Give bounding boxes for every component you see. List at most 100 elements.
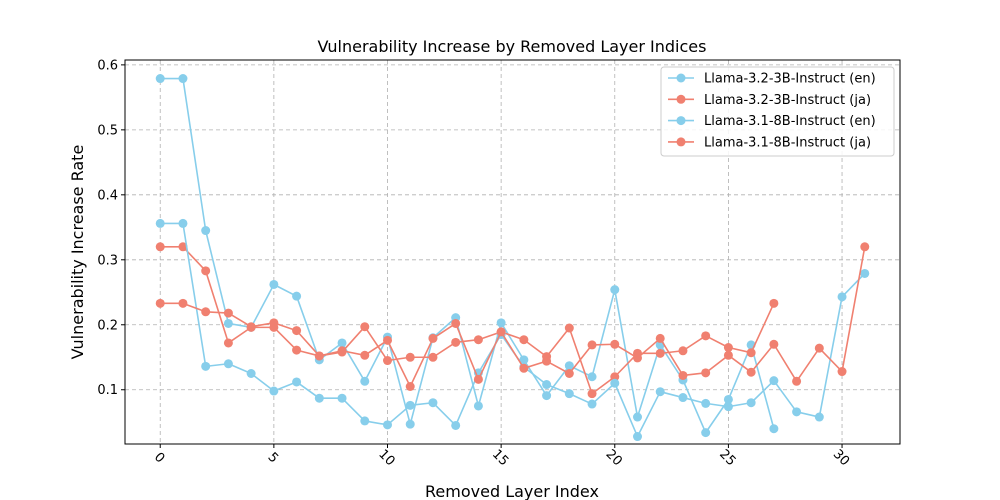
x-axis-label: Removed Layer Index — [425, 482, 599, 500]
data-point — [769, 339, 779, 349]
data-point — [769, 376, 779, 386]
data-point — [178, 74, 188, 84]
data-point — [269, 318, 279, 328]
data-point — [473, 374, 483, 384]
data-point — [587, 389, 597, 399]
data-point — [269, 279, 279, 289]
data-point — [655, 348, 665, 358]
data-point — [701, 398, 711, 408]
data-point — [587, 340, 597, 350]
data-point — [292, 326, 302, 336]
legend-label: Llama-3.1-8B-Instruct (ja) — [704, 135, 871, 150]
data-point — [473, 335, 483, 345]
legend-label: Llama-3.1-8B-Instruct (en) — [704, 114, 876, 129]
data-point — [383, 420, 392, 430]
data-point — [428, 352, 438, 362]
data-point — [701, 368, 711, 378]
data-point — [383, 335, 392, 345]
data-point — [223, 359, 233, 369]
data-point — [292, 291, 302, 301]
data-point — [610, 372, 620, 382]
data-point — [723, 343, 733, 353]
data-point — [837, 367, 847, 377]
data-point — [269, 386, 279, 396]
data-point — [723, 350, 733, 360]
data-point — [337, 393, 347, 403]
data-point — [678, 370, 688, 380]
data-point — [178, 242, 188, 252]
data-point — [587, 399, 597, 409]
y-tick-label: 0.6 — [97, 58, 118, 73]
data-point — [405, 419, 415, 429]
data-point — [155, 242, 165, 252]
data-point — [860, 268, 870, 278]
data-point — [360, 416, 370, 426]
data-point — [337, 338, 347, 348]
data-point — [155, 218, 165, 228]
data-point — [201, 266, 211, 276]
data-point — [519, 355, 529, 365]
series-line — [160, 77, 775, 434]
data-point — [178, 218, 188, 228]
data-point — [201, 361, 211, 371]
data-point — [814, 343, 824, 353]
data-point — [405, 400, 415, 410]
legend-marker — [676, 137, 686, 147]
data-point — [746, 398, 756, 408]
legend-marker — [676, 73, 686, 83]
data-point — [633, 412, 642, 422]
data-point — [564, 323, 574, 333]
y-axis-label: Vulnerability Increase Rate — [68, 145, 87, 360]
data-point — [246, 322, 256, 332]
data-point — [223, 318, 233, 328]
data-point — [223, 308, 233, 318]
data-point — [155, 74, 165, 84]
data-point — [814, 412, 824, 422]
data-point — [678, 346, 688, 356]
data-point — [564, 361, 574, 371]
data-point — [473, 401, 483, 411]
data-point — [655, 387, 665, 397]
data-point — [405, 381, 415, 391]
data-point — [746, 348, 756, 358]
legend-label: Llama-3.2-3B-Instruct (en) — [704, 72, 876, 87]
data-point — [155, 298, 165, 308]
data-point — [723, 394, 733, 404]
data-point — [519, 363, 529, 373]
data-point — [837, 292, 847, 302]
data-point — [610, 378, 620, 388]
data-point — [610, 285, 620, 295]
data-point — [610, 339, 620, 349]
plot-frame — [124, 59, 901, 445]
data-point — [723, 402, 733, 412]
data-point — [655, 333, 665, 343]
data-point — [405, 352, 415, 362]
data-point — [564, 369, 574, 379]
y-tick-label: 0.4 — [97, 188, 118, 203]
data-point — [178, 298, 188, 308]
data-point — [292, 377, 302, 387]
data-point — [769, 298, 779, 308]
data-point — [701, 428, 711, 438]
data-point — [792, 376, 802, 386]
data-point — [314, 393, 324, 403]
data-point — [451, 318, 461, 328]
data-point — [633, 353, 642, 363]
data-point — [360, 350, 370, 360]
data-point — [383, 356, 392, 366]
legend-box — [660, 66, 895, 157]
series-3 — [155, 242, 870, 391]
legend: Llama-3.2-3B-Instruct (en) Llama-3.2-3B-I… — [660, 66, 895, 157]
data-point — [746, 367, 756, 377]
data-point — [542, 356, 552, 366]
data-point — [201, 226, 211, 236]
data-point — [542, 391, 552, 401]
data-point — [360, 322, 370, 332]
data-point — [360, 376, 370, 386]
series-line — [160, 246, 775, 395]
y-tick-label: 0.1 — [97, 383, 118, 398]
data-point — [337, 346, 347, 356]
data-point — [678, 393, 688, 403]
legend-label: Llama-3.2-3B-Instruct (ja) — [704, 93, 871, 108]
